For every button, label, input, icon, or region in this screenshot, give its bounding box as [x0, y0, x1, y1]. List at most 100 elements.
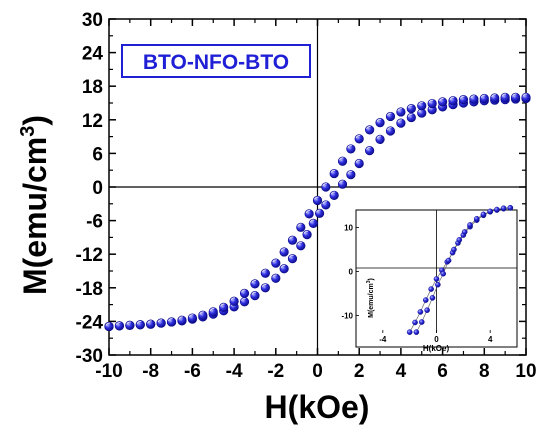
inset-data-point [428, 286, 434, 292]
svg-text:M(emu/cm3): M(emu/cm3) [366, 278, 375, 318]
data-point [329, 190, 339, 200]
inset-y-tick-label: 10 [344, 224, 353, 233]
data-point [271, 258, 281, 268]
svg-text:M(emu/cm3): M(emu/cm3) [17, 115, 53, 295]
inset-y-tick-label: 0 [349, 268, 354, 277]
x-tick-label: 4 [396, 361, 407, 382]
x-tick-label: 0 [312, 361, 323, 382]
inset-data-point [507, 205, 514, 211]
inset-axis-ticks [356, 227, 491, 333]
data-point [279, 264, 289, 274]
y-axis-ticks [109, 18, 526, 356]
data-point [500, 92, 510, 102]
data-point [438, 97, 448, 107]
data-point [406, 103, 416, 114]
data-point [302, 230, 312, 240]
data-point [239, 297, 250, 307]
data-point [458, 95, 469, 105]
data-point [114, 321, 125, 331]
data-point [521, 92, 531, 102]
sample-label: BTO-NFO-BTO [143, 51, 289, 74]
x-tick-label: -8 [142, 361, 159, 382]
y-tick-label: -6 [86, 212, 103, 233]
data-point [125, 320, 135, 330]
data-point [279, 247, 289, 257]
inset-data-point [445, 257, 452, 264]
inset-data-point [422, 297, 429, 303]
inset-data-point [461, 229, 468, 235]
inset-data-point [494, 206, 500, 213]
inset-data-point [433, 276, 440, 282]
data-point [365, 125, 375, 135]
inset-data-point [418, 319, 425, 325]
y-axis-title: M(emu/cm3) [17, 115, 53, 295]
inset-data-point [412, 319, 418, 326]
y-tick-label: 0 [92, 178, 103, 199]
data-point [469, 94, 479, 104]
data-point [417, 101, 427, 111]
data-point [271, 273, 281, 283]
data-point [490, 93, 500, 103]
data-point [219, 302, 229, 313]
data-point [166, 317, 177, 327]
data-point [321, 200, 331, 210]
data-point [385, 111, 396, 122]
data-point [135, 320, 145, 330]
data-point [510, 92, 521, 102]
inset-tick-labels: -4 0 4 10 0 -10 [341, 224, 493, 344]
y-tick-label: -12 [76, 245, 103, 266]
y-axis-title-superscript: 3 [17, 126, 39, 137]
data-point [229, 296, 239, 306]
inset-data-point [440, 270, 447, 277]
data-point [354, 134, 364, 144]
data-point [396, 107, 406, 117]
y-tick-label: -24 [76, 312, 104, 333]
data-point [287, 254, 298, 264]
data-point [146, 319, 156, 329]
data-point [296, 241, 306, 251]
x-tick-label: 8 [479, 361, 490, 382]
inset-y-axis-title-superscript: 3 [366, 280, 372, 283]
data-point [337, 156, 348, 166]
inset-data-point [487, 208, 493, 215]
x-axis-tick-labels: -10 -8 -6 -4 -2 0 2 4 6 8 10 [95, 361, 536, 382]
inset-data-point [467, 222, 473, 228]
inset-data-point [417, 309, 424, 315]
inset-y-axis-title-close: ) [368, 278, 375, 280]
data-point [198, 310, 208, 320]
inset-data-points [406, 205, 514, 335]
inset-data-point [435, 281, 441, 288]
y-tick-label: 30 [82, 10, 103, 31]
data-point [304, 209, 314, 219]
x-axis-ticks [108, 19, 527, 355]
inset-data-point [424, 307, 430, 313]
inset-data-point [406, 329, 413, 335]
x-tick-label: -2 [267, 361, 284, 382]
data-point [375, 117, 385, 128]
inset-data-point [473, 215, 480, 222]
y-tick-label: 18 [82, 77, 103, 98]
data-point [312, 195, 323, 206]
data-point [337, 179, 348, 189]
inset-data-point [480, 211, 487, 218]
x-axis-title: H(kOe) [265, 389, 370, 425]
inset-data-point [451, 246, 457, 253]
inset-data-point [456, 237, 463, 243]
y-tick-label: 24 [82, 44, 104, 65]
inset-data-point [500, 205, 507, 212]
data-point [260, 283, 270, 293]
data-point [365, 146, 375, 156]
data-point [385, 126, 396, 136]
y-tick-label: 6 [92, 144, 103, 165]
inset-x-tick-label: 4 [488, 335, 493, 344]
data-point [177, 315, 187, 325]
main-data-points [104, 92, 531, 332]
x-tick-label: 2 [354, 361, 365, 382]
x-tick-label: 6 [437, 361, 448, 382]
data-point [187, 313, 197, 323]
data-point [104, 321, 114, 332]
data-point [346, 144, 356, 154]
data-point [406, 112, 416, 123]
y-tick-label: -18 [76, 279, 103, 300]
